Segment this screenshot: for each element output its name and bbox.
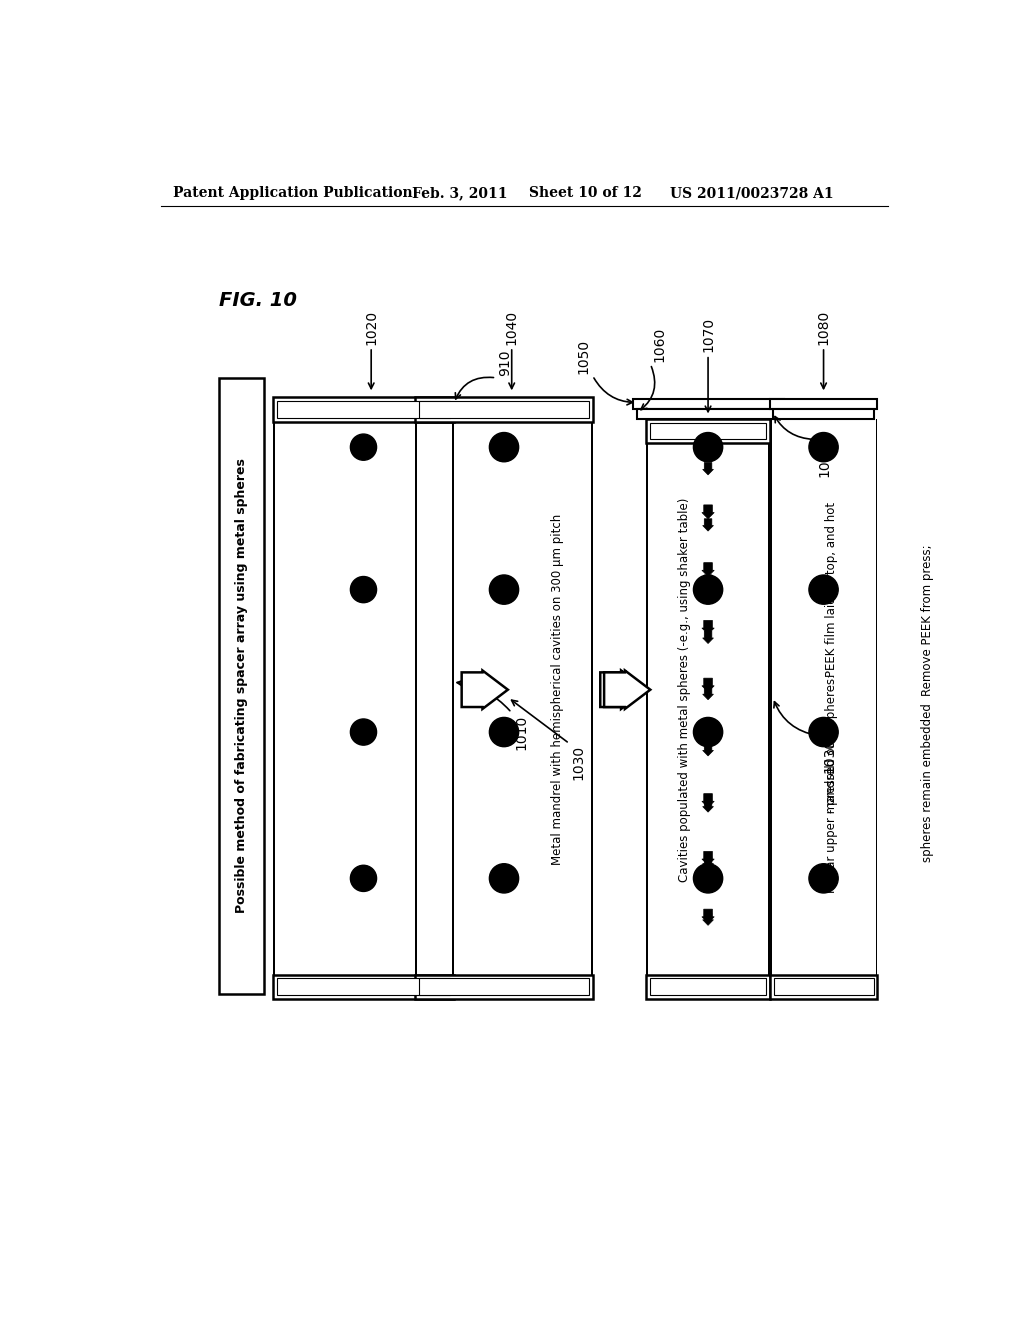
Text: Metal mandrel with hemispherical cavities on 300 μm pitch: Metal mandrel with hemispherical cavitie…: [551, 513, 564, 866]
Text: 1020: 1020: [365, 310, 378, 345]
Polygon shape: [702, 631, 714, 644]
Circle shape: [693, 433, 723, 462]
Polygon shape: [701, 562, 714, 577]
Bar: [650, 422, 766, 440]
Bar: [773, 978, 873, 995]
Circle shape: [809, 863, 839, 892]
Bar: [416, 397, 593, 422]
Text: Cavities populated with metal spheres (-e.g., using shaker table): Cavities populated with metal spheres (-…: [679, 498, 691, 882]
Bar: [416, 422, 418, 974]
Text: PEEK film laid on top, and hot: PEEK film laid on top, and hot: [824, 502, 838, 677]
Text: 1040: 1040: [505, 310, 519, 345]
Polygon shape: [701, 678, 714, 692]
Polygon shape: [702, 688, 714, 700]
Circle shape: [809, 718, 839, 747]
Text: - pressed onto spheres:: - pressed onto spheres:: [824, 675, 838, 813]
Bar: [633, 399, 783, 409]
Text: spheres remain embedded: spheres remain embedded: [921, 702, 934, 862]
Text: 1060: 1060: [817, 442, 831, 477]
Bar: [419, 401, 589, 418]
Polygon shape: [702, 800, 714, 812]
Text: Feb. 3, 2011: Feb. 3, 2011: [412, 186, 507, 201]
Text: Sheet 10 of 12: Sheet 10 of 12: [529, 186, 642, 201]
Text: Planar upper mandrel: Planar upper mandrel: [824, 764, 838, 892]
Bar: [768, 444, 770, 974]
Text: 1080: 1080: [816, 309, 830, 345]
Polygon shape: [701, 793, 714, 808]
Text: Patent Application Publication: Patent Application Publication: [173, 186, 413, 201]
Polygon shape: [604, 671, 650, 709]
Text: 1010: 1010: [514, 714, 528, 750]
Polygon shape: [462, 671, 508, 709]
Bar: [273, 422, 274, 974]
Circle shape: [350, 577, 377, 603]
Polygon shape: [701, 851, 714, 866]
Polygon shape: [701, 737, 714, 750]
Text: 1050: 1050: [577, 339, 590, 374]
Text: US 2011/0023728 A1: US 2011/0023728 A1: [670, 186, 834, 201]
Bar: [637, 409, 779, 418]
Polygon shape: [701, 506, 714, 519]
Bar: [770, 399, 878, 409]
Polygon shape: [702, 576, 714, 587]
Bar: [419, 978, 589, 995]
Polygon shape: [701, 909, 714, 923]
Polygon shape: [702, 913, 714, 925]
Polygon shape: [702, 857, 714, 869]
Bar: [770, 974, 878, 999]
Bar: [770, 418, 772, 974]
Bar: [591, 422, 593, 974]
Circle shape: [350, 719, 377, 744]
Bar: [276, 401, 451, 418]
Circle shape: [809, 433, 839, 462]
Bar: [650, 978, 766, 995]
Bar: [773, 409, 874, 418]
Polygon shape: [600, 671, 646, 709]
Circle shape: [809, 576, 839, 605]
Text: FIG. 10: FIG. 10: [219, 292, 297, 310]
Circle shape: [489, 433, 518, 462]
Text: 1060: 1060: [652, 326, 667, 362]
Circle shape: [489, 576, 518, 605]
Bar: [273, 974, 454, 999]
Polygon shape: [702, 743, 714, 756]
Text: 1030: 1030: [822, 738, 836, 772]
Text: 910: 910: [499, 348, 513, 376]
Polygon shape: [701, 620, 714, 635]
Bar: [876, 418, 878, 974]
Circle shape: [489, 863, 518, 892]
Bar: [452, 422, 454, 974]
Circle shape: [693, 863, 723, 892]
Circle shape: [350, 434, 377, 461]
Bar: [646, 444, 648, 974]
Text: 1070: 1070: [701, 317, 715, 352]
Circle shape: [693, 718, 723, 747]
Bar: [276, 978, 451, 995]
Circle shape: [693, 576, 723, 605]
Text: 1030: 1030: [571, 744, 586, 780]
Circle shape: [489, 718, 518, 747]
Text: Possible method of fabricating spacer array using metal spheres: Possible method of fabricating spacer ar…: [234, 458, 248, 913]
Bar: [273, 397, 454, 422]
Polygon shape: [702, 462, 714, 475]
Polygon shape: [702, 519, 714, 531]
Bar: [646, 974, 770, 999]
Text: Remove PEEK from press;: Remove PEEK from press;: [921, 545, 934, 696]
Bar: [646, 418, 770, 444]
Bar: [219, 378, 264, 994]
Circle shape: [350, 866, 377, 891]
Bar: [416, 974, 593, 999]
